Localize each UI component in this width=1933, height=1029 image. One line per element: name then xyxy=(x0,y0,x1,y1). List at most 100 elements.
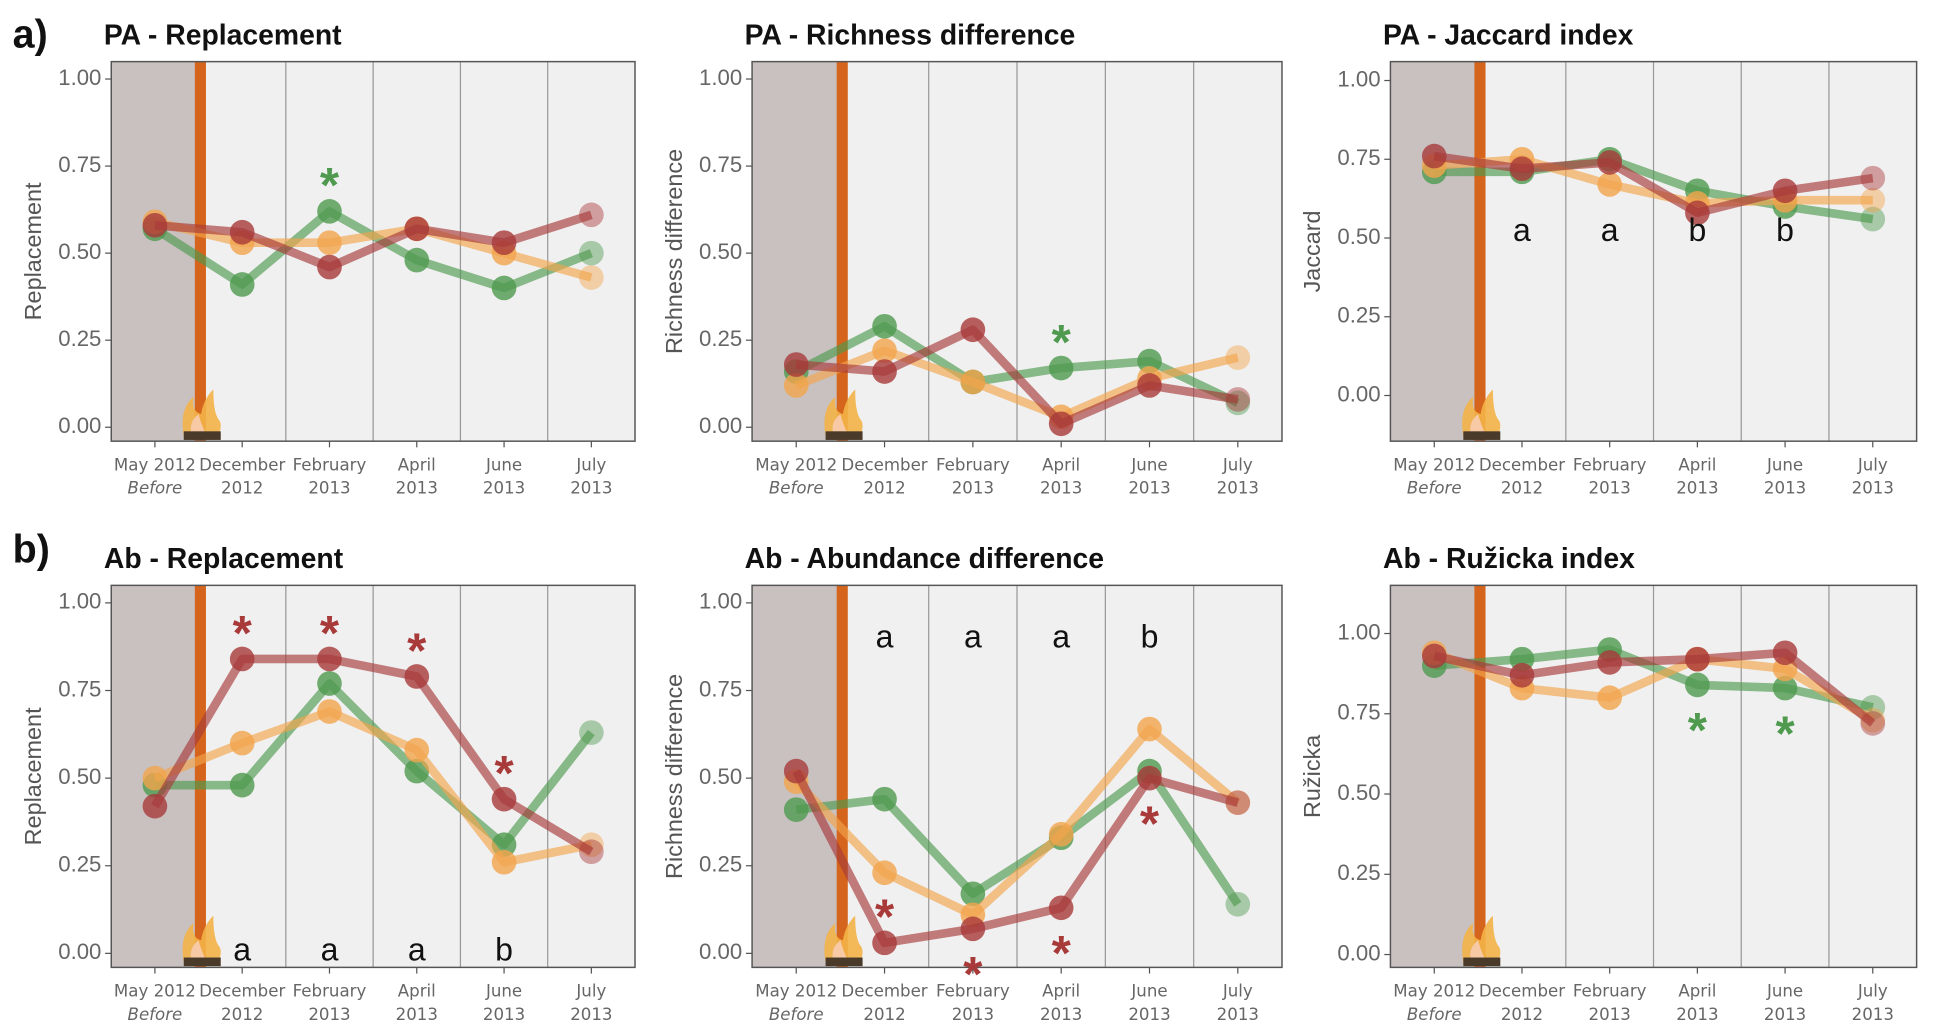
y-tick-label: 1.00 xyxy=(58,589,101,614)
y-tick-label: 0.25 xyxy=(1337,303,1380,328)
chart-panel: Ab - Abundance differenceRichness differ… xyxy=(661,543,1282,1024)
x-tick-label: 2013 xyxy=(1217,479,1259,498)
data-point xyxy=(1137,717,1162,742)
data-point xyxy=(1510,156,1535,181)
data-point xyxy=(1597,150,1622,175)
fire-logs xyxy=(184,958,221,967)
fire-line xyxy=(1474,585,1485,967)
data-point xyxy=(143,794,168,819)
x-tick-label: February xyxy=(936,455,1010,474)
chart-panel: PA - Jaccard indexJaccard0.000.250.500.7… xyxy=(1299,19,1916,497)
data-point xyxy=(872,787,897,812)
x-tick-label: 2013 xyxy=(1040,479,1082,498)
group-letter: a xyxy=(1601,212,1619,248)
y-tick-label: 0.75 xyxy=(58,152,101,177)
data-point xyxy=(1597,685,1622,710)
y-axis-label: Replacement xyxy=(20,707,46,845)
data-point xyxy=(1422,644,1447,669)
x-tick-label: 2013 xyxy=(1589,1005,1631,1024)
significance-marker: * xyxy=(1052,926,1072,981)
group-letter: b xyxy=(495,932,513,968)
significance-marker: * xyxy=(1140,796,1160,851)
x-tick-label: April xyxy=(1678,455,1716,474)
x-tick-label: July xyxy=(1222,982,1253,1001)
x-tick-label: April xyxy=(398,982,436,1001)
data-point xyxy=(1597,172,1622,197)
x-tick-label: 2013 xyxy=(1040,1005,1082,1024)
x-tick-label: May 2012 xyxy=(1393,982,1475,1001)
x-tick-label: July xyxy=(1222,455,1253,474)
x-tick-label: April xyxy=(1042,455,1080,474)
x-tick-label: 2013 xyxy=(1217,1005,1259,1024)
data-point xyxy=(961,317,986,342)
group-letter: b xyxy=(1776,212,1794,248)
panel-label: b) xyxy=(13,528,50,572)
x-tick-label: April xyxy=(1042,982,1080,1001)
data-point xyxy=(1137,766,1162,791)
x-tick-label: July xyxy=(575,455,606,474)
x-tick-label: Before xyxy=(769,479,824,498)
x-tick-label: December xyxy=(199,982,285,1001)
data-point xyxy=(784,352,809,377)
data-point xyxy=(784,797,809,822)
y-tick-label: 0.75 xyxy=(1337,145,1380,170)
fire-logs xyxy=(826,431,863,440)
y-axis-label: Replacement xyxy=(20,182,46,320)
group-letter: b xyxy=(1141,618,1159,654)
x-tick-label: February xyxy=(293,982,367,1001)
y-tick-label: 0.50 xyxy=(58,239,101,264)
y-tick-label: 0.00 xyxy=(699,413,742,438)
x-tick-label: Before xyxy=(769,1005,824,1024)
fire-logs xyxy=(1463,958,1500,967)
x-tick-label: May 2012 xyxy=(114,982,196,1001)
y-tick-label: 0.25 xyxy=(58,852,101,877)
chart-title: Ab - Ružicka index xyxy=(1383,543,1635,575)
data-point xyxy=(872,314,897,339)
y-tick-label: 0.50 xyxy=(699,764,742,789)
data-point xyxy=(961,917,986,942)
data-point xyxy=(1049,895,1074,920)
x-tick-label: 2013 xyxy=(952,1005,994,1024)
y-tick-label: 1.00 xyxy=(1337,619,1380,644)
page: a) b) PA - ReplacementReplacement0.000.2… xyxy=(0,0,1933,1029)
x-tick-label: Before xyxy=(128,479,183,498)
y-tick-label: 0.25 xyxy=(58,326,101,351)
data-point xyxy=(579,241,604,266)
data-point xyxy=(317,255,342,280)
significance-marker: * xyxy=(407,623,427,678)
data-point xyxy=(961,370,986,395)
data-point xyxy=(1510,663,1535,688)
y-tick-label: 0.75 xyxy=(1337,700,1380,725)
x-tick-label: May 2012 xyxy=(755,455,837,474)
fire-logs xyxy=(184,431,221,440)
x-tick-label: Before xyxy=(1407,479,1462,498)
x-tick-label: 2012 xyxy=(863,479,905,498)
y-tick-label: 0.50 xyxy=(58,764,101,789)
data-point xyxy=(784,759,809,784)
x-tick-label: December xyxy=(1479,455,1565,474)
x-tick-label: December xyxy=(841,455,927,474)
significance-marker: * xyxy=(1775,706,1795,761)
x-tick-label: June xyxy=(485,455,522,474)
y-tick-label: 0.00 xyxy=(699,939,742,964)
chart-panel: PA - ReplacementReplacement0.000.250.500… xyxy=(20,19,635,497)
x-tick-label: 2012 xyxy=(221,479,263,498)
group-letter: a xyxy=(1052,618,1070,654)
x-tick-label: June xyxy=(1130,455,1167,474)
x-tick-label: 2013 xyxy=(1128,1005,1170,1024)
data-point xyxy=(579,265,604,290)
x-tick-label: February xyxy=(1573,455,1647,474)
data-point xyxy=(492,276,517,301)
x-tick-label: 2013 xyxy=(483,479,525,498)
data-point xyxy=(404,248,429,273)
before-region xyxy=(1390,62,1478,442)
y-tick-label: 0.50 xyxy=(699,239,742,264)
x-tick-label: 2013 xyxy=(952,479,994,498)
y-axis-label: Richness difference xyxy=(661,674,687,879)
x-tick-label: 2013 xyxy=(1852,479,1894,498)
x-tick-label: April xyxy=(1678,982,1716,1001)
data-point xyxy=(317,699,342,724)
fire-line xyxy=(195,585,206,967)
data-point xyxy=(1049,411,1074,436)
x-tick-label: 2013 xyxy=(1676,1005,1718,1024)
